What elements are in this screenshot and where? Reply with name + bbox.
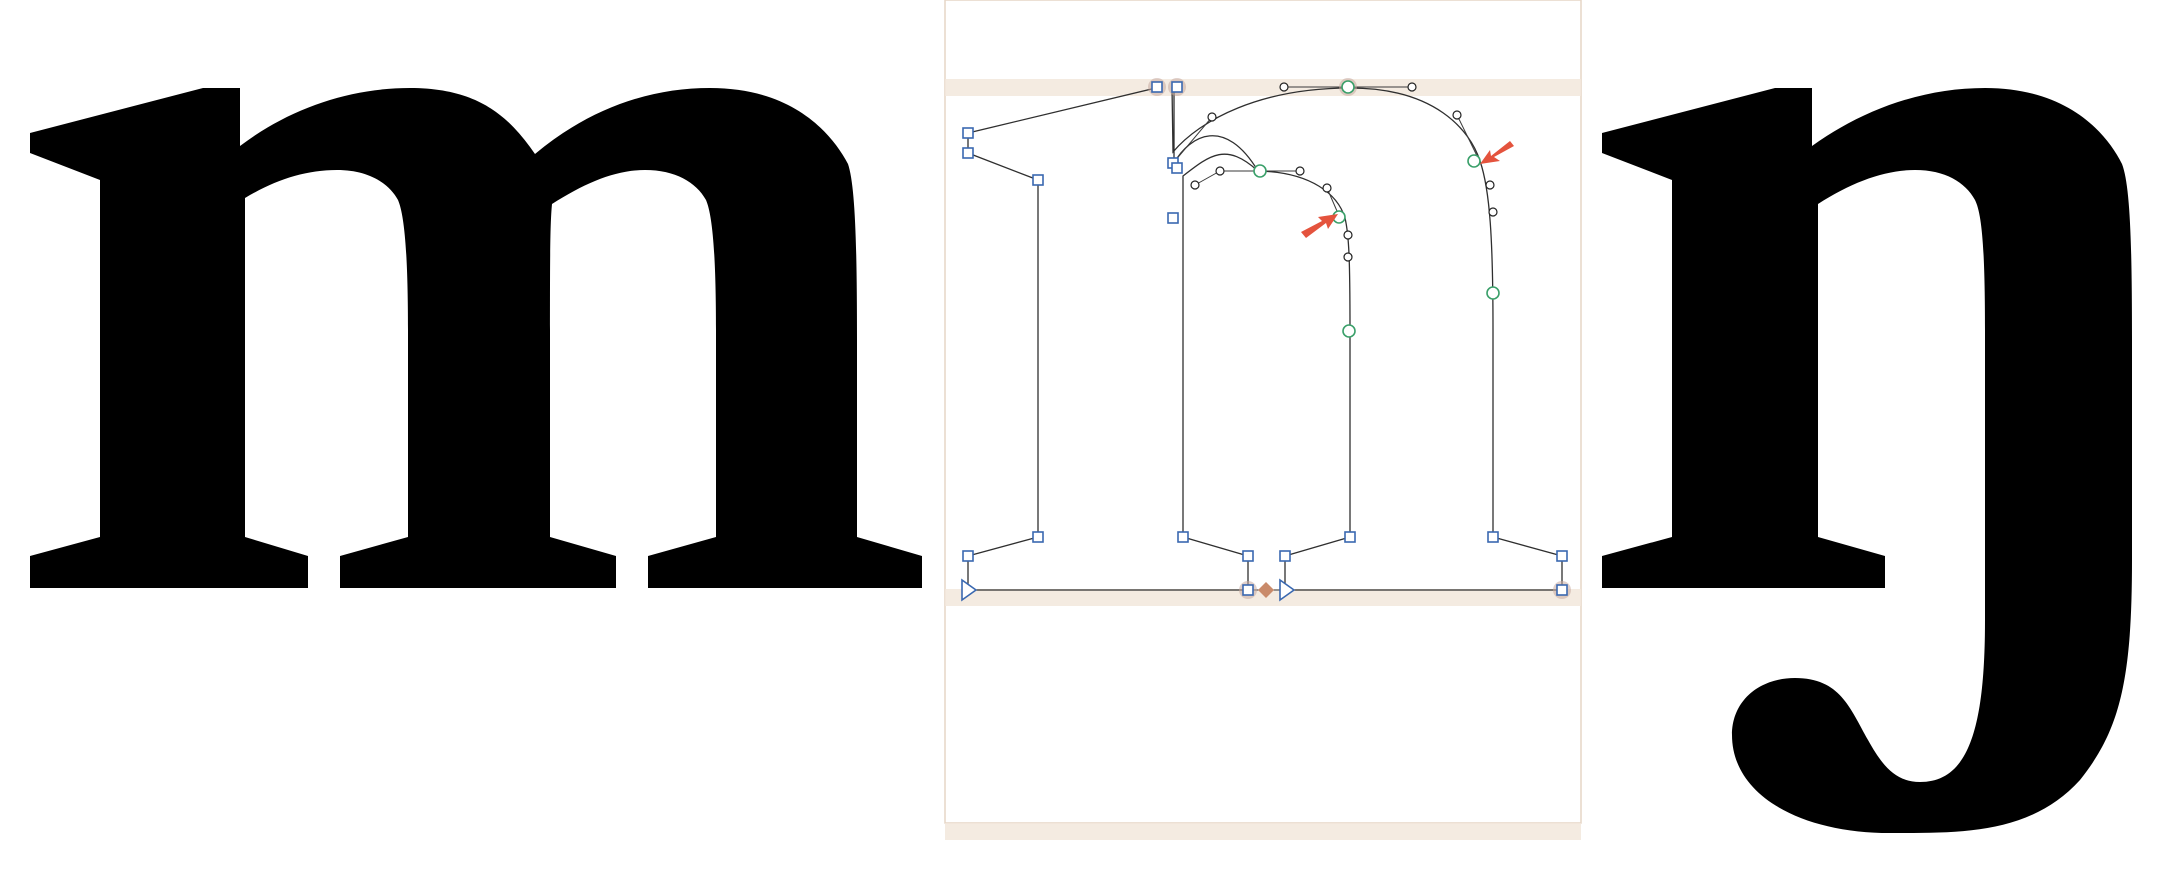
baseline-band[interactable]: [945, 589, 1581, 606]
baseline-markers[interactable]: [961, 578, 1296, 602]
handle-node-icon: [1407, 82, 1417, 92]
smooth-node-icon: [1341, 80, 1355, 94]
handle-node-icon: [1452, 110, 1462, 120]
corner-node-icon: [1032, 174, 1044, 186]
right-sidebearing-icon: [1279, 578, 1296, 602]
annotation-arrow-icon: [1301, 214, 1338, 238]
corner-node-icon: [962, 127, 974, 139]
descender-band[interactable]: [945, 823, 1581, 840]
preview-glyph-m: [30, 88, 922, 588]
corner-node-icon: [962, 147, 974, 159]
smooth-node-icon: [1467, 154, 1481, 168]
handle-node-icon: [1485, 180, 1495, 190]
handle-node-icon: [1343, 230, 1353, 240]
corner-node-icon: [1242, 584, 1254, 596]
corner-node-icon: [1032, 531, 1044, 543]
corner-nodes[interactable]: [962, 81, 1568, 596]
handle-node-icon: [1279, 82, 1289, 92]
handle-node-icon: [1207, 112, 1217, 122]
left-sidebearing-icon: [961, 578, 978, 602]
corner-node-icon: [1487, 531, 1499, 543]
corner-node-icon: [1242, 550, 1254, 562]
corner-node-icon: [1171, 162, 1183, 174]
handle-node-icon: [1215, 166, 1225, 176]
corner-node-icon: [1556, 550, 1568, 562]
handle-node-icon: [1343, 252, 1353, 262]
corner-node-icon: [1171, 81, 1183, 93]
corner-node-icon: [1556, 584, 1568, 596]
corner-node-icon: [1279, 550, 1291, 562]
handle-node-icon: [1190, 180, 1200, 190]
handle-node-icon: [1322, 183, 1332, 193]
corner-node-icon: [1344, 531, 1356, 543]
corner-node-icon: [1167, 212, 1179, 224]
handle-node-icon: [1295, 166, 1305, 176]
handle-node-icon: [1488, 207, 1498, 217]
preview-glyph-eng: [1602, 88, 2132, 834]
smooth-node-icon: [1342, 324, 1356, 338]
corner-node-icon: [1177, 531, 1189, 543]
smooth-node-icon: [1486, 286, 1500, 300]
annotation-arrow-icon: [1480, 141, 1514, 164]
corner-node-icon: [962, 550, 974, 562]
handle-nodes[interactable]: [1190, 82, 1498, 262]
corner-node-icon: [1151, 81, 1163, 93]
smooth-nodes[interactable]: [1253, 80, 1500, 338]
smooth-node-icon: [1253, 164, 1267, 178]
x-height-band[interactable]: [945, 79, 1581, 96]
anchor-icon: [1258, 582, 1274, 598]
glyph-bounds-frame: [944, 0, 1582, 824]
